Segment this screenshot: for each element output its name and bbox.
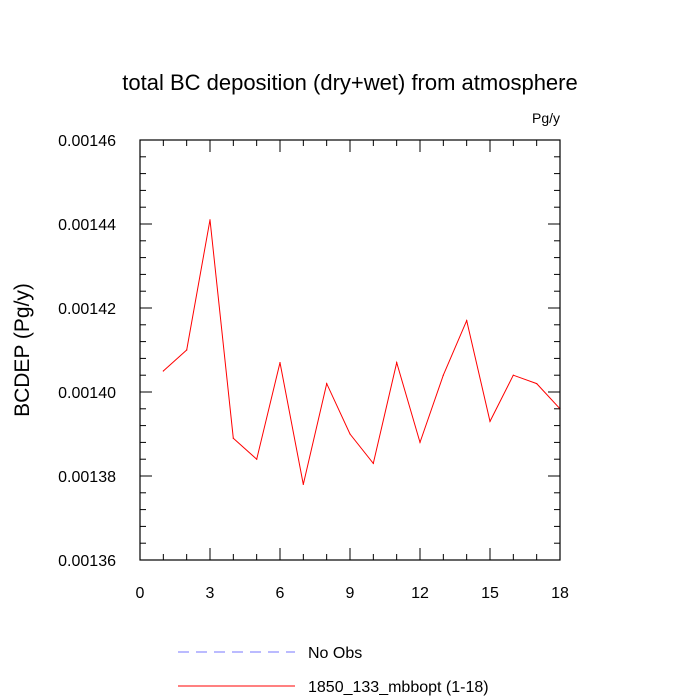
y-tick-label: 0.00144 — [58, 217, 116, 234]
data-point — [186, 349, 188, 351]
data-point — [466, 320, 468, 322]
x-tick-label: 6 — [276, 585, 285, 602]
data-point — [489, 420, 491, 422]
x-tick-label: 3 — [206, 585, 215, 602]
data-point — [256, 458, 258, 460]
data-point — [232, 437, 234, 439]
chart-title: total BC deposition (dry+wet) from atmos… — [122, 70, 577, 95]
data-point — [209, 219, 211, 221]
data-point — [302, 483, 304, 485]
data-point — [372, 462, 374, 464]
y-tick-label: 0.00142 — [58, 301, 116, 318]
y-tick-label: 0.00136 — [58, 553, 116, 570]
data-point — [349, 433, 351, 435]
y-tick-label: 0.00146 — [58, 133, 116, 150]
data-point — [442, 374, 444, 376]
y-tick-label: 0.00138 — [58, 469, 116, 486]
series-layer — [162, 219, 561, 485]
data-point — [396, 362, 398, 364]
x-tick-label: 0 — [136, 585, 145, 602]
data-point — [512, 374, 514, 376]
ticks-layer: 0 3 6 9 12 15 18 0.00136 0.00138 0.00140 0.00142 0.… — [58, 133, 569, 602]
data-point — [162, 370, 164, 372]
series-line — [162, 219, 561, 485]
data-point — [326, 383, 328, 385]
data-point — [419, 441, 421, 443]
x-tick-label: 18 — [551, 585, 569, 602]
x-tick-label: 9 — [346, 585, 355, 602]
y-axis-label: BCDEP (Pg/y) — [11, 283, 34, 417]
data-point — [536, 383, 538, 385]
x-tick-label: 15 — [481, 585, 499, 602]
plot-frame — [139, 139, 561, 561]
legend: No Obs 1850_133_mbbopt (1-18) — [178, 645, 489, 696]
y-tick-label: 0.00140 — [58, 385, 116, 402]
legend-label: No Obs — [308, 645, 362, 662]
x-tick-label: 12 — [411, 585, 429, 602]
units-label: Pg/y — [532, 110, 560, 126]
legend-label: 1850_133_mbbopt (1-18) — [308, 679, 489, 696]
data-point — [279, 362, 281, 364]
